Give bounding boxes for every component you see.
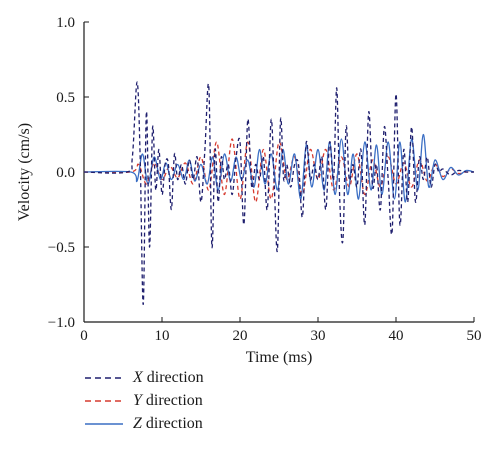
legend-item-x: X direction: [85, 366, 204, 389]
x-tick-label: 0: [80, 328, 88, 344]
legend-label-y: Y direction: [133, 391, 203, 409]
series-line-y: [84, 138, 474, 203]
legend-label-x: X direction: [133, 368, 204, 386]
legend-swatch-x: [85, 376, 123, 379]
x-axis-label: Time (ms): [246, 349, 313, 366]
y-tick-label: 0.0: [56, 165, 75, 181]
x-tick-label: 20: [233, 328, 248, 344]
chart-legend: X direction Y direction Z direction: [85, 366, 204, 435]
x-tick-label: 10: [155, 328, 170, 344]
legend-swatch-z: [85, 422, 123, 425]
y-tick-label: 1.0: [56, 15, 75, 31]
legend-label-z: Z direction: [133, 414, 203, 432]
legend-swatch-y: [85, 399, 123, 402]
y-tick-label: −0.5: [48, 240, 75, 256]
x-tick-label: 50: [467, 328, 482, 344]
x-tick-label: 40: [389, 328, 404, 344]
legend-item-y: Y direction: [85, 389, 204, 412]
series-line-x: [84, 81, 474, 305]
y-axis-label: Velocity (cm/s): [16, 123, 33, 221]
y-tick-label: 0.5: [56, 90, 75, 106]
y-tick-label: −1.0: [48, 315, 75, 331]
series-line-z: [84, 133, 474, 203]
legend-item-z: Z direction: [85, 412, 204, 435]
x-tick-label: 30: [311, 328, 326, 344]
